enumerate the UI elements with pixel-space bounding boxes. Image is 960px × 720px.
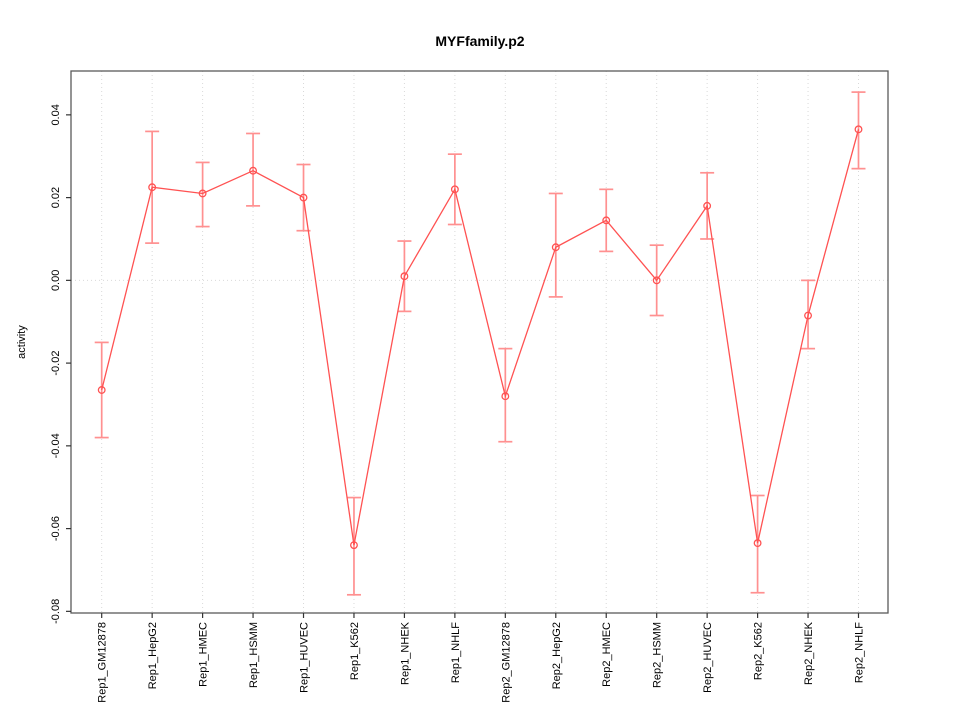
x-tick-label: Rep1_HMEC — [198, 622, 210, 687]
data-points — [97, 125, 863, 550]
data-point — [652, 276, 661, 285]
data-point — [450, 185, 459, 194]
x-tick-label: Rep1_NHLF — [450, 622, 462, 683]
x-tick-label: Rep2_NHEK — [803, 621, 815, 685]
y-tick-label: 0.02 — [50, 187, 62, 208]
x-tick-label: Rep2_HepG2 — [551, 622, 563, 689]
x-tick-label: Rep2_HUVEC — [702, 622, 714, 693]
series-polyline — [101, 129, 860, 546]
data-point — [198, 189, 207, 198]
x-tick-label: Rep2_GM12878 — [500, 622, 512, 703]
axis-ticks — [66, 114, 860, 618]
y-tick-labels: 0.04 0.02 0.00 -0.02 -0.04 -0.06 -0.08 — [50, 104, 62, 624]
data-point — [804, 311, 812, 320]
plot-box — [70, 70, 889, 614]
y-tick-label: -0.08 — [50, 599, 62, 624]
x-tick-label: Rep2_K562 — [753, 622, 765, 680]
data-point — [97, 386, 106, 394]
chart-title: MYFfamily.p2 — [435, 33, 524, 49]
error-bars — [94, 91, 866, 596]
data-point — [703, 201, 712, 210]
data-point — [148, 183, 157, 192]
x-tick-label: Rep2_NHLF — [854, 622, 866, 683]
y-tick-label: 0.00 — [50, 270, 62, 291]
plot-frame — [70, 70, 889, 614]
x-tick-label: Rep1_HUVEC — [299, 622, 311, 693]
y-tick-label: 0.04 — [50, 104, 62, 125]
data-point — [602, 216, 611, 225]
x-tick-label: Rep1_GM12878 — [97, 622, 109, 703]
data-point — [753, 539, 762, 548]
data-point — [350, 541, 358, 550]
x-tick-label: Rep2_HMEC — [601, 622, 613, 687]
gridlines — [71, 71, 888, 613]
data-point — [249, 166, 258, 175]
x-tick-label: Rep1_HSMM — [248, 622, 260, 688]
data-point — [400, 272, 409, 281]
y-tick-label: -0.04 — [50, 433, 62, 458]
y-tick-label: -0.02 — [50, 351, 62, 376]
x-tick-labels: Rep1_GM12878 Rep1_HepG2 Rep1_HMEC Rep1_HSMM… — [97, 621, 866, 702]
data-point — [299, 193, 308, 202]
x-tick-label: Rep1_NHEK — [399, 621, 411, 685]
x-tick-label: Rep1_K562 — [349, 622, 361, 680]
data-point — [501, 392, 510, 401]
data-point — [854, 125, 863, 134]
y-axis-label: activity — [16, 325, 28, 359]
x-tick-label: Rep2_HSMM — [652, 622, 664, 688]
x-tick-label: Rep1_HepG2 — [147, 622, 159, 689]
y-tick-label: -0.06 — [50, 516, 62, 541]
series-line — [101, 129, 860, 546]
data-point — [551, 243, 560, 252]
